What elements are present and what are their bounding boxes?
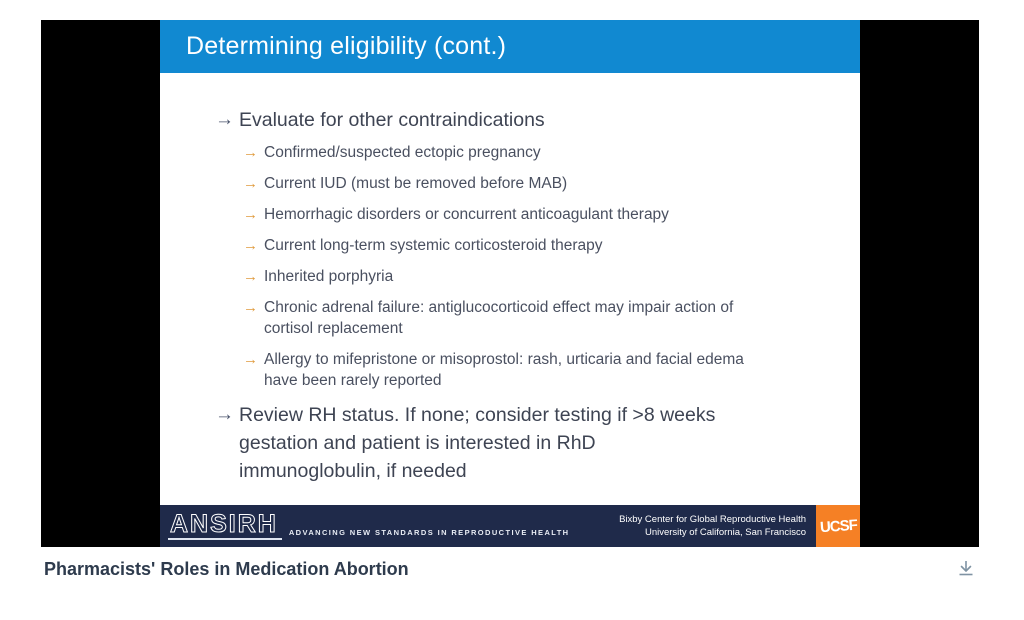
sub-bullet-text: Chronic adrenal failure: antiglucocortic…	[264, 299, 734, 337]
sub-bullet-text: Current IUD (must be removed before MAB)	[264, 175, 568, 192]
bullet-text: Review RH status. If none; consider test…	[239, 404, 716, 482]
slide-header: Determining eligibility (cont.)	[160, 20, 860, 73]
presentation-slide: Determining eligibility (cont.) → Evalua…	[160, 20, 860, 547]
bullet-arrow-icon: →	[243, 144, 258, 161]
footer-org-line2: University of California, San Francisco	[644, 527, 806, 538]
bullet-arrow-icon: →	[243, 268, 258, 285]
video-player: Determining eligibility (cont.) → Evalua…	[41, 20, 979, 547]
sub-bullet-item: → Allergy to mifepristone or misoprostol…	[243, 349, 850, 391]
video-title-bar: Pharmacists' Roles in Medication Abortio…	[44, 557, 979, 581]
sub-bullet-item: → Confirmed/suspected ectopic pregnancy	[243, 142, 850, 163]
ansirh-tagline: ADVANCING NEW STANDARDS IN REPRODUCTIVE …	[288, 528, 570, 537]
ucsf-logo: UCSF	[816, 505, 860, 547]
bullet-arrow-icon: →	[243, 175, 258, 192]
download-icon	[959, 561, 973, 576]
slide-body: → Evaluate for other contraindications →…	[160, 73, 860, 505]
ansirh-logo: ANSIRH ADVANCING NEW STANDARDS IN REPROD…	[168, 511, 570, 540]
ucsf-logo-text: UCSF	[819, 516, 857, 536]
bullet-arrow-icon: →	[215, 404, 234, 425]
bullet-arrow-icon: →	[243, 237, 258, 254]
sub-bullet-text: Current long-term systemic corticosteroi…	[264, 237, 603, 254]
sub-bullet-item: → Current IUD (must be removed before MA…	[243, 173, 850, 194]
sub-bullet-text: Inherited porphyria	[264, 268, 394, 285]
slide-footer: ANSIRH ADVANCING NEW STANDARDS IN REPROD…	[160, 505, 860, 547]
footer-org-line1: Bixby Center for Global Reproductive Hea…	[619, 513, 806, 525]
sub-bullet-text: Allergy to mifepristone or misoprostol: …	[264, 351, 744, 389]
bullet-arrow-icon: →	[243, 351, 258, 368]
bullet-arrow-icon: →	[243, 206, 258, 223]
sub-bullet-text: Confirmed/suspected ectopic pregnancy	[264, 144, 541, 161]
video-title: Pharmacists' Roles in Medication Abortio…	[44, 558, 409, 579]
sub-bullet-text: Hemorrhagic disorders or concurrent anti…	[264, 206, 669, 223]
sub-bullet-list: → Confirmed/suspected ectopic pregnancy …	[243, 142, 850, 391]
sub-bullet-item: → Chronic adrenal failure: antiglucocort…	[243, 297, 850, 339]
bullet-arrow-icon: →	[243, 299, 258, 316]
sub-bullet-item: → Hemorrhagic disorders or concurrent an…	[243, 204, 850, 225]
bullet-text: Evaluate for other contraindications	[239, 109, 545, 131]
sub-bullet-item: → Current long-term systemic corticoster…	[243, 235, 850, 256]
footer-org-text: Bixby Center for Global Reproductive Hea…	[619, 513, 816, 540]
ansirh-logo-text: ANSIRH	[168, 511, 282, 540]
sub-bullet-item: → Inherited porphyria	[243, 266, 850, 287]
slide-title: Determining eligibility (cont.)	[186, 32, 507, 60]
bullet-item: → Evaluate for other contraindications	[215, 107, 850, 133]
bullet-arrow-icon: →	[215, 109, 234, 130]
bullet-item: → Review RH status. If none; consider te…	[215, 401, 850, 485]
download-button[interactable]	[953, 557, 979, 581]
